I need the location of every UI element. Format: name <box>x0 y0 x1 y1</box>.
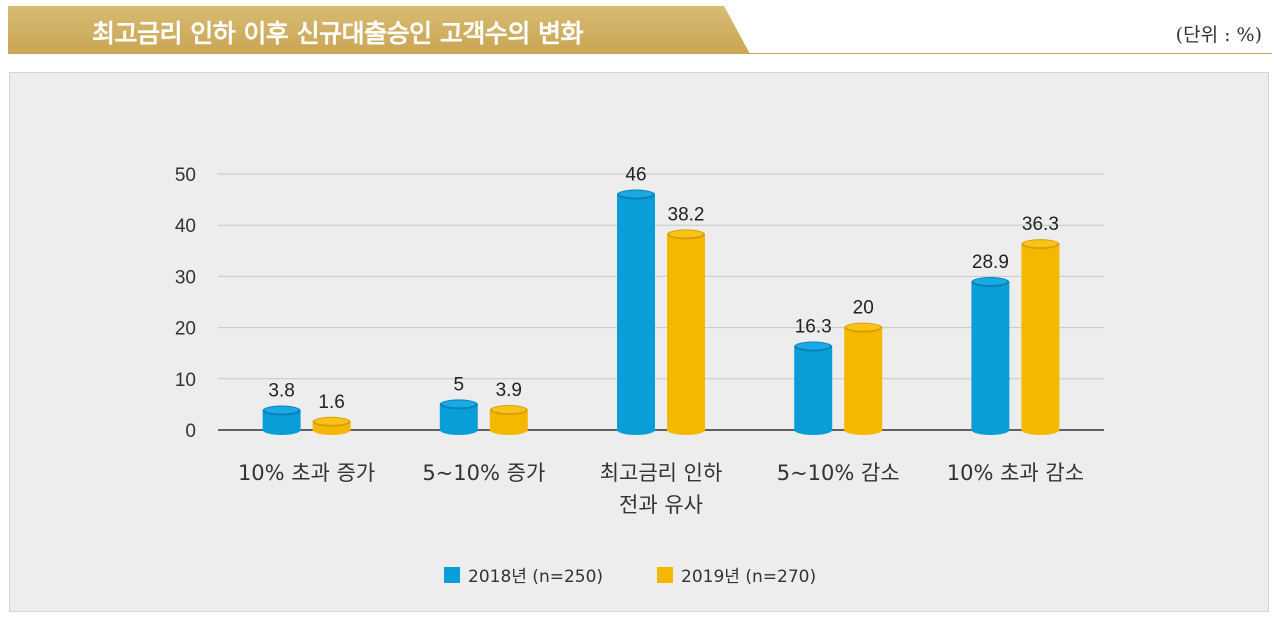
data-label: 3.8 <box>268 381 294 402</box>
legend-label-2018: 2018년 (n=250) <box>468 567 604 587</box>
bar-top-highlight <box>314 417 349 425</box>
bar-top-highlight <box>669 230 703 238</box>
bar <box>489 410 528 435</box>
data-label: 36.3 <box>1022 214 1059 235</box>
data-label: 16.3 <box>795 317 832 338</box>
bar <box>667 234 705 435</box>
y-tick-label: 30 <box>175 267 196 288</box>
bar-top-highlight <box>973 278 1008 286</box>
bar <box>1021 244 1060 435</box>
bar <box>262 410 301 435</box>
bar <box>971 282 1010 435</box>
title-divider <box>8 53 1272 54</box>
bar <box>844 327 883 435</box>
bar-top-highlight <box>619 190 653 198</box>
legend-item-2019: 2019년 (n=270) <box>657 562 816 587</box>
legend-label-2019: 2019년 (n=270) <box>681 567 817 587</box>
bar <box>617 194 655 435</box>
title-banner <box>8 6 750 54</box>
legend-swatch-2018 <box>444 566 460 583</box>
y-tick-label: 0 <box>185 421 196 442</box>
x-tick-label: 10% 초과 감소 <box>947 461 1084 485</box>
bar-top-highlight <box>441 400 476 408</box>
y-tick-label: 20 <box>175 319 196 340</box>
legend: 2018년 (n=250) 2019년 (n=270) <box>444 562 816 587</box>
x-tick-label: 10% 초과 증가 <box>238 461 375 485</box>
data-label: 46 <box>625 164 646 185</box>
x-tick-label: 5~10% 증가 <box>422 461 545 485</box>
y-tick-label: 50 <box>175 165 196 186</box>
bar <box>794 346 833 435</box>
y-tick-label: 40 <box>175 216 196 237</box>
legend-swatch-2019 <box>657 566 674 583</box>
bar-top-highlight <box>264 406 299 414</box>
chart-title: 최고금리 인하 이후 신규대출승인 고객수의 변화 <box>92 19 584 48</box>
y-tick-label: 10 <box>175 370 196 391</box>
bar <box>439 404 478 435</box>
x-tick-label: 전과 유사 <box>619 493 703 517</box>
unit-label: (단위 : %) <box>1175 24 1262 46</box>
bar-top-highlight <box>491 406 526 414</box>
bar-top-highlight <box>846 323 881 331</box>
x-tick-label: 5~10% 감소 <box>777 461 900 485</box>
data-label: 20 <box>853 298 874 319</box>
data-label: 28.9 <box>972 252 1009 273</box>
x-tick-label: 최고금리 인하 <box>600 461 723 485</box>
bar-top-highlight <box>1023 240 1058 248</box>
legend-item-2018: 2018년 (n=250) <box>444 562 603 587</box>
data-label: 1.6 <box>318 392 344 413</box>
bar-top-highlight <box>796 342 831 350</box>
data-label: 3.9 <box>496 380 522 401</box>
data-label: 38.2 <box>668 204 705 225</box>
data-label: 5 <box>454 374 465 395</box>
